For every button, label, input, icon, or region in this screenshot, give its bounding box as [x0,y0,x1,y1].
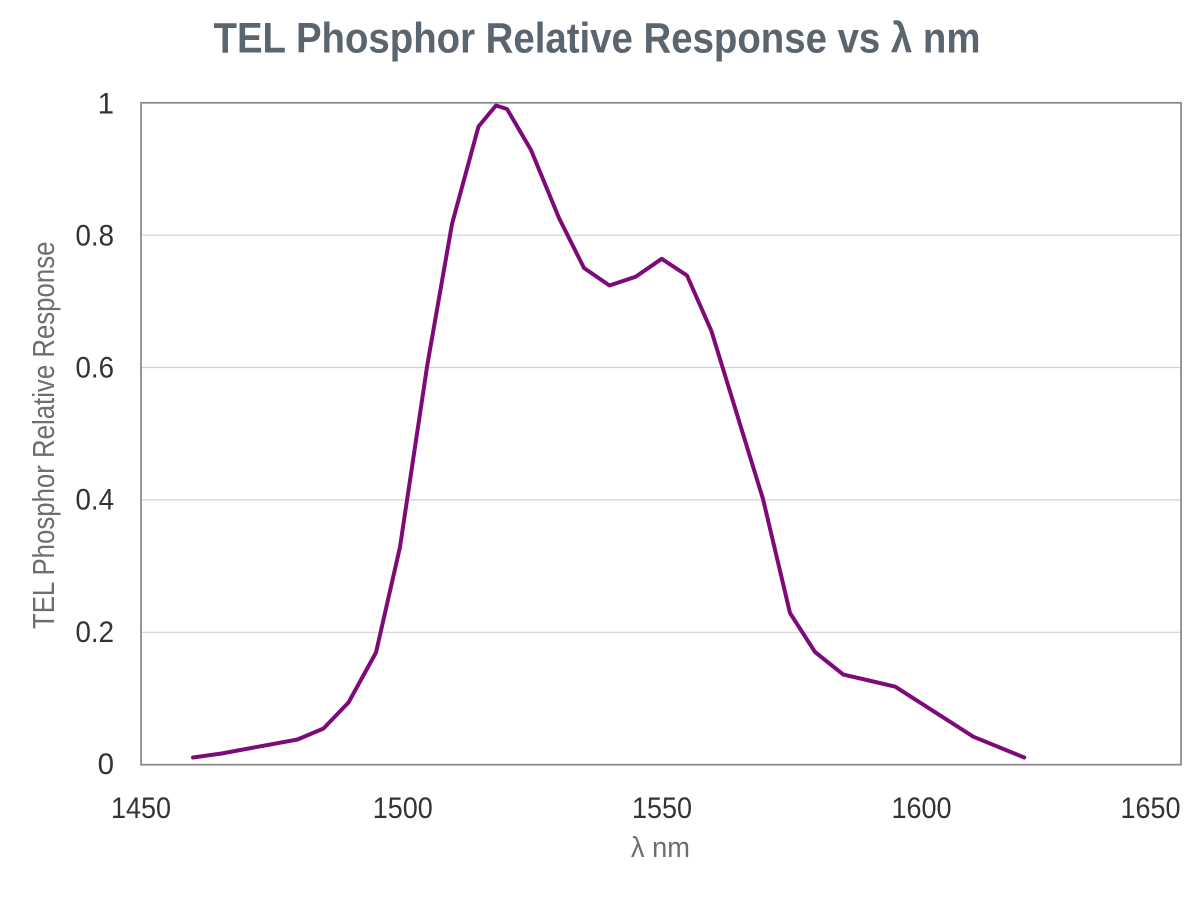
svg-text:0.8: 0.8 [76,220,115,253]
svg-text:1: 1 [98,87,114,120]
svg-text:1450: 1450 [111,792,171,825]
svg-text:λ nm: λ nm [631,832,690,864]
svg-text:1600: 1600 [892,792,952,825]
svg-text:0.2: 0.2 [76,616,115,649]
svg-text:0.4: 0.4 [76,484,115,517]
svg-text:0.6: 0.6 [76,351,115,384]
svg-text:TEL Phosphor Relative Response: TEL Phosphor Relative Response [27,242,61,630]
svg-text:1550: 1550 [632,792,692,825]
svg-text:1500: 1500 [373,792,433,825]
svg-text:1650: 1650 [1121,792,1181,825]
svg-text:0: 0 [98,748,114,781]
svg-text:TEL Phosphor Relative Response: TEL Phosphor Relative Response vs λ nm [214,15,981,63]
